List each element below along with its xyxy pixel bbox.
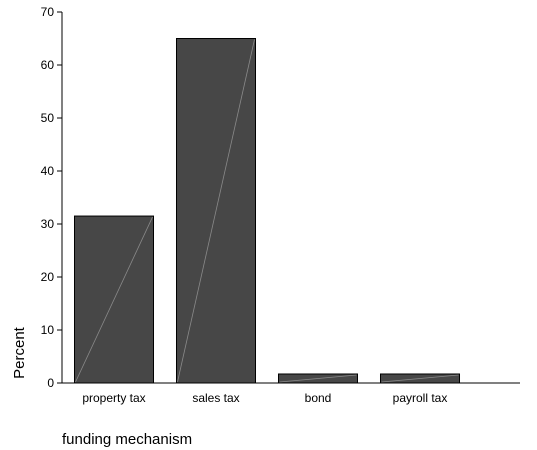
bar-diagonal [177, 39, 255, 383]
axes-group [61, 12, 520, 384]
y-ticks-group: 0 10 20 30 40 50 60 70 [41, 5, 62, 390]
y-tick-label: 10 [41, 323, 55, 337]
y-axis-label: Percent [11, 326, 28, 379]
x-ticks-group: property tax sales tax bond payroll tax [82, 391, 447, 405]
x-tick-label: payroll tax [393, 391, 448, 405]
bars-group [73, 38, 461, 384]
y-tick-label: 0 [47, 376, 54, 390]
y-tick-label: 20 [41, 270, 55, 284]
x-tick-label: sales tax [192, 391, 239, 405]
bar-diagonal [279, 374, 357, 383]
x-tick-label: property tax [82, 391, 145, 405]
y-tick-label: 30 [41, 217, 55, 231]
y-tick-label: 50 [41, 111, 55, 125]
y-tick-label: 70 [41, 5, 55, 19]
x-tick-label: bond [305, 391, 332, 405]
x-axis-label: funding mechanism [62, 431, 192, 448]
bar-diagonal [381, 374, 459, 383]
bar-diagonal [75, 216, 153, 383]
y-tick-label: 60 [41, 58, 55, 72]
y-tick-label: 40 [41, 164, 55, 178]
